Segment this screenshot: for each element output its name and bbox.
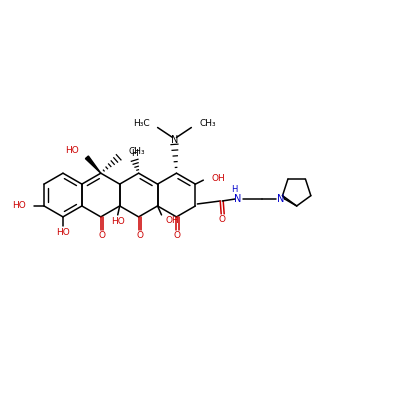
Text: HO: HO xyxy=(65,146,79,155)
Text: OH: OH xyxy=(166,216,179,225)
Text: HO: HO xyxy=(56,228,70,237)
Text: N: N xyxy=(277,194,284,204)
Text: H: H xyxy=(231,185,237,194)
Text: O: O xyxy=(136,231,143,240)
Text: H: H xyxy=(131,149,138,158)
Text: HO: HO xyxy=(12,202,26,210)
Text: N: N xyxy=(171,136,178,146)
Text: N: N xyxy=(234,194,242,204)
Text: O: O xyxy=(98,231,105,240)
Polygon shape xyxy=(85,156,101,173)
Text: O: O xyxy=(219,215,226,224)
Text: CH₃: CH₃ xyxy=(199,119,216,128)
Text: O: O xyxy=(174,231,181,240)
Text: OH: OH xyxy=(211,174,225,183)
Text: HO: HO xyxy=(111,217,124,226)
Text: H₃C: H₃C xyxy=(133,119,150,128)
Text: CH₃: CH₃ xyxy=(128,147,145,156)
